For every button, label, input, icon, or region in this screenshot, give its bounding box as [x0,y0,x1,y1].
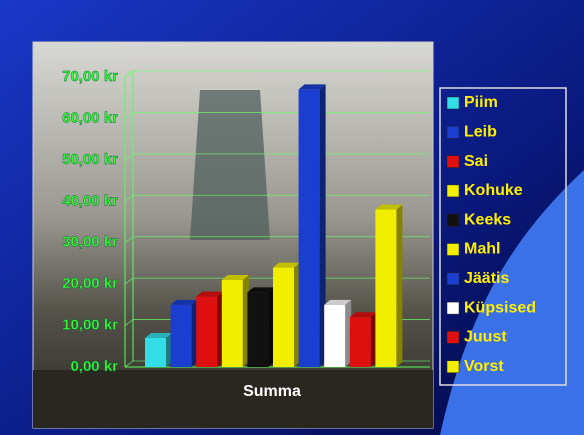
y-tick-label: 30,00 kr [62,234,118,251]
bar-side [268,287,275,367]
legend-label: Jäätis [464,270,509,287]
bar-top [247,287,275,293]
x-tick-label: Summa [243,383,301,400]
grid-line [124,236,430,244]
legend-label: Kohuke [464,182,523,199]
legend-swatch [446,360,460,373]
bar-top [298,84,326,90]
legend-swatch [446,331,460,344]
y-tick-label: 20,00 kr [62,275,118,292]
y-tick-label: 70,00 kr [62,68,118,85]
bar-top [145,333,172,338]
bar [375,209,397,367]
legend-label: Keeks [464,211,511,228]
bar-side [370,312,377,367]
bar-top [196,291,224,297]
y-tick-label: 50,00 kr [62,151,118,168]
y-tick-label: 40,00 kr [62,192,118,209]
bar-top [375,204,403,210]
legend-label: Sai [464,153,488,170]
y-tick-label: 60,00 kr [62,109,118,126]
bar [170,304,192,367]
bar [324,304,346,367]
legend-swatch [446,301,460,315]
bar [349,317,371,367]
legend-swatch [446,184,460,198]
bar-top [170,299,198,305]
legend-swatch [446,155,460,168]
bar [145,338,166,367]
monument [190,90,270,240]
legend-swatch [446,213,460,227]
legend-swatch [446,243,460,256]
bar [298,89,320,367]
background-swoosh [440,170,584,435]
bar-side [319,84,326,367]
bar-side [294,262,300,367]
legend-label: Küpsised [464,299,536,316]
bar [196,296,218,367]
legend-swatch [446,126,460,139]
legend-label: Mahl [464,241,500,258]
legend-label: Leib [464,124,497,141]
legend-label: Vorst [464,358,504,375]
bar-side [242,275,249,367]
bar-top [273,262,300,268]
grid-line [124,277,430,285]
bar-top [349,312,377,318]
legend-swatch [446,96,460,110]
bar [273,267,294,367]
legend-label: Piim [464,94,498,111]
bar [221,280,243,367]
legend-swatch [446,272,460,286]
bar-top [221,275,249,280]
bar [247,292,269,367]
bar-side [191,299,198,367]
legend-label: Juust [464,329,507,346]
bar-top [324,299,352,305]
grid-line [124,153,430,161]
bar-side [345,299,352,367]
grid-line [124,194,430,202]
bar-side [396,204,403,367]
grid-line [124,112,430,119]
bar-side [217,291,224,367]
bar-side [166,333,172,367]
grid-line [124,70,430,78]
y-tick-label: 10,00 kr [62,317,118,334]
legend-box [439,87,567,386]
y-tick-label: 0,00 kr [70,358,118,375]
ground [33,370,433,428]
